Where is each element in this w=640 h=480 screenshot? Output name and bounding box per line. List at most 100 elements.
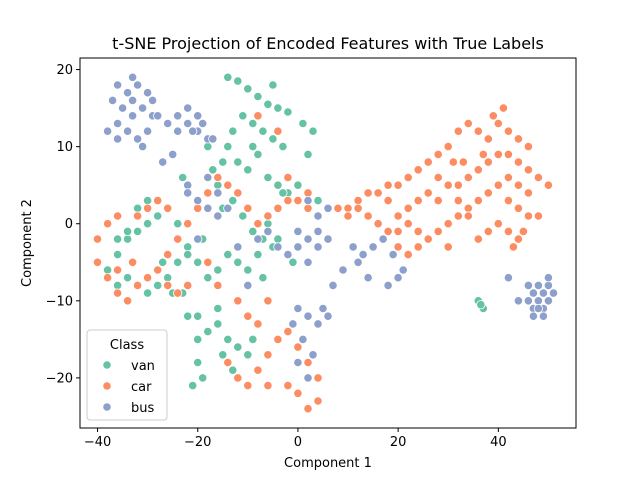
point-bus — [233, 242, 243, 252]
point-bus — [368, 242, 378, 252]
point-van — [243, 84, 253, 94]
point-bus — [118, 103, 128, 113]
point-car — [293, 196, 303, 206]
point-bus — [298, 334, 308, 344]
point-bus — [113, 134, 123, 144]
point-car — [103, 273, 113, 283]
point-bus — [328, 280, 338, 290]
point-car — [113, 288, 123, 298]
point-bus — [293, 357, 303, 368]
point-van — [193, 257, 203, 267]
point-bus — [383, 280, 393, 290]
point-bus — [158, 157, 168, 167]
point-van — [248, 118, 258, 129]
point-van — [203, 142, 213, 152]
point-van — [113, 234, 123, 244]
point-bus — [363, 273, 373, 283]
point-car — [143, 203, 153, 213]
point-van — [143, 219, 153, 229]
x-axis-label: Component 1 — [284, 456, 372, 471]
point-van — [163, 273, 173, 283]
point-car — [403, 203, 413, 213]
point-bus — [213, 211, 223, 221]
point-bus — [103, 126, 113, 136]
point-car — [453, 196, 463, 206]
point-car — [463, 118, 473, 129]
point-bus — [128, 111, 138, 121]
y-axis-ticks: −20 −10 0 10 20 — [46, 63, 80, 386]
y-axis-label: Component 2 — [20, 199, 35, 287]
x-tick-label: 20 — [390, 435, 407, 450]
point-van — [228, 126, 238, 136]
point-van — [203, 326, 213, 337]
point-bus — [143, 126, 153, 136]
point-car — [273, 126, 283, 136]
y-tick-label: 10 — [56, 140, 73, 155]
point-car — [173, 234, 183, 244]
point-van — [248, 334, 258, 344]
point-car — [253, 219, 263, 229]
point-van — [123, 226, 133, 236]
point-van — [263, 172, 273, 183]
point-car — [513, 157, 524, 167]
point-bus — [143, 88, 153, 98]
point-van — [268, 134, 278, 144]
point-car — [508, 242, 519, 252]
point-car — [193, 203, 203, 213]
point-bus — [528, 311, 539, 321]
y-tick-label: 0 — [65, 217, 73, 232]
point-car — [233, 188, 243, 198]
point-car — [153, 265, 163, 275]
point-bus — [193, 196, 203, 206]
point-bus — [163, 118, 173, 129]
point-bus — [513, 296, 524, 306]
point-car — [523, 165, 534, 175]
point-car — [498, 103, 508, 113]
point-bus — [313, 226, 323, 236]
point-bus — [173, 126, 183, 136]
point-bus — [538, 288, 549, 298]
point-bus — [293, 226, 303, 236]
point-van — [153, 211, 163, 221]
legend-label-bus: bus — [131, 401, 154, 416]
point-car — [403, 250, 413, 260]
point-bus — [523, 280, 534, 290]
point-car — [293, 388, 303, 398]
point-van — [178, 172, 188, 183]
point-bus — [313, 211, 323, 221]
point-van — [123, 273, 133, 283]
point-car — [463, 203, 473, 213]
point-van — [223, 142, 233, 152]
point-car — [303, 404, 313, 414]
point-car — [213, 280, 223, 290]
point-car — [353, 196, 363, 206]
point-car — [92, 234, 103, 244]
point-car — [373, 219, 383, 229]
point-car — [283, 380, 293, 391]
x-tick-label: 40 — [490, 435, 507, 450]
point-van — [153, 280, 163, 290]
point-bus — [113, 80, 123, 90]
chart-title: t-SNE Projection of Encoded Features wit… — [112, 34, 544, 53]
point-car — [433, 149, 443, 159]
point-bus — [303, 257, 313, 267]
point-bus — [323, 311, 333, 321]
point-bus — [123, 126, 133, 136]
point-car — [513, 203, 524, 213]
x-tick-label: −20 — [184, 435, 211, 450]
point-bus — [203, 172, 213, 183]
point-car — [413, 165, 423, 175]
point-car — [123, 296, 133, 306]
point-car — [363, 211, 373, 221]
point-car — [473, 126, 483, 136]
point-car — [503, 172, 513, 183]
point-bus — [128, 95, 138, 106]
point-car — [313, 396, 323, 406]
point-van — [258, 273, 268, 283]
point-car — [423, 234, 433, 244]
point-car — [443, 219, 453, 229]
point-bus — [323, 234, 333, 244]
point-car — [223, 357, 233, 368]
point-van — [248, 142, 258, 152]
point-car — [303, 203, 313, 213]
